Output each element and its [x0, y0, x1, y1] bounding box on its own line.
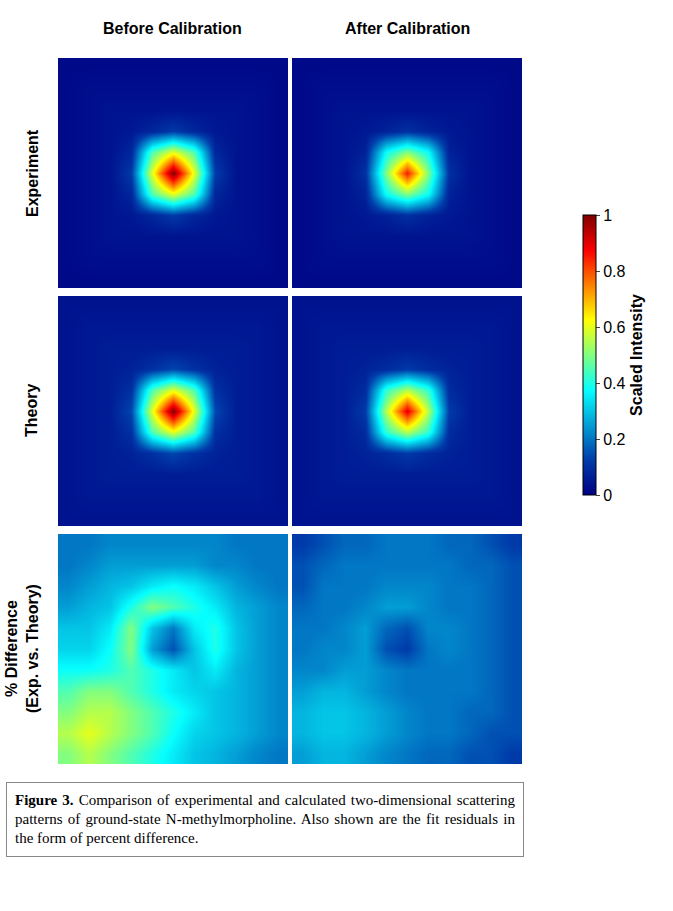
html-text:Figure 3. Comparison of experi: Figure 3. Comparison of experimental and…	[15, 792, 515, 846]
svg-text:0.4: 0.4	[603, 375, 625, 392]
svg-text:Theory: Theory	[23, 384, 40, 437]
svg-text:0.6: 0.6	[603, 319, 625, 336]
svg-text:Experiment: Experiment	[24, 129, 41, 217]
svg-text:Before Calibration: Before Calibration	[103, 20, 242, 37]
svg-text:0.8: 0.8	[603, 263, 625, 280]
svg-text:Scaled Intensity: Scaled Intensity	[628, 294, 645, 416]
svg-text:After Calibration: After Calibration	[345, 20, 470, 37]
svg-text:0: 0	[603, 487, 612, 504]
svg-text:% Difference(Exp. vs. Theory): % Difference(Exp. vs. Theory)	[3, 584, 41, 713]
svg-text:1: 1	[603, 207, 612, 224]
svg-text:0.2: 0.2	[603, 431, 625, 448]
